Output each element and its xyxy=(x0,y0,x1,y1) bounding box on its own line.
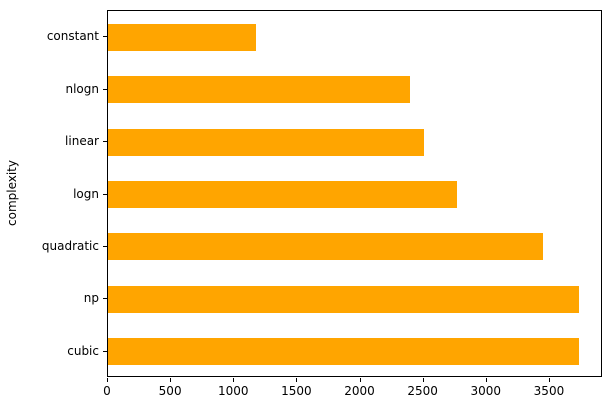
y-tick-mark xyxy=(103,298,107,300)
bar-constant xyxy=(108,23,257,51)
x-tick-mark xyxy=(296,378,298,382)
x-tick-label-0: 0 xyxy=(103,384,111,398)
bar-quadratic xyxy=(108,233,544,261)
x-tick-mark xyxy=(485,378,487,382)
bar-np xyxy=(108,285,579,313)
y-tick-label-nlogn: nlogn xyxy=(65,81,99,96)
y-tick-mark xyxy=(103,245,107,247)
y-tick-label-cubic: cubic xyxy=(67,343,99,358)
x-tick-label-500: 500 xyxy=(158,384,182,398)
x-tick-label-2500: 2500 xyxy=(407,384,438,398)
bar-logn xyxy=(108,181,457,208)
y-tick-mark xyxy=(103,88,107,90)
bar-nlogn xyxy=(108,76,410,104)
y-tick-label-quadratic: quadratic xyxy=(41,238,99,253)
x-tick-mark xyxy=(359,378,361,382)
x-tick-label-1500: 1500 xyxy=(281,384,312,398)
x-tick-label-1000: 1000 xyxy=(217,384,249,398)
x-tick-mark xyxy=(170,378,172,382)
plot-area xyxy=(107,10,602,377)
y-tick-mark xyxy=(103,350,107,352)
y-tick-label-logn: logn xyxy=(73,186,99,201)
x-tick-mark xyxy=(107,378,108,382)
y-tick-label-constant: constant xyxy=(46,29,99,44)
x-tick-label-2000: 2000 xyxy=(344,384,375,398)
x-tick-mark xyxy=(548,378,550,382)
bar-linear xyxy=(108,128,424,156)
x-tick-label-3000: 3000 xyxy=(470,384,502,398)
y-tick-mark xyxy=(103,36,107,38)
y-tick-label-np: np xyxy=(83,291,99,306)
bar-cubic xyxy=(108,338,579,366)
y-tick-mark xyxy=(103,141,107,143)
x-tick-label-3500: 3500 xyxy=(533,384,565,398)
x-tick-mark xyxy=(233,378,235,382)
y-tick-mark xyxy=(103,193,107,195)
y-tick-label-linear: linear xyxy=(65,134,99,149)
x-tick-mark xyxy=(422,378,424,382)
